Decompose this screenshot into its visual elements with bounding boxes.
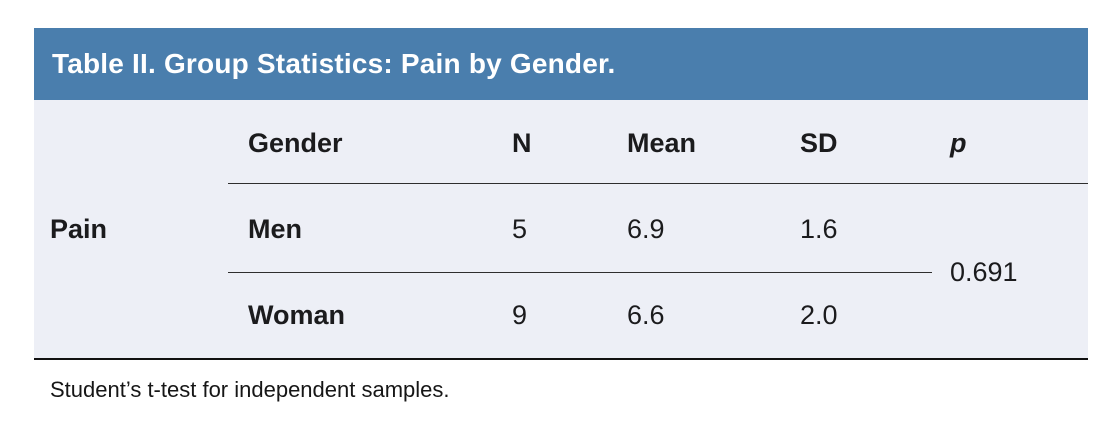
col-header-sd: SD <box>800 128 838 158</box>
row-men-mean: 6.9 <box>627 214 665 244</box>
row-woman-mean: 6.6 <box>627 300 665 330</box>
col-header-n: N <box>512 128 532 158</box>
p-value: 0.691 <box>950 257 1018 287</box>
table-title: Table II. Group Statistics: Pain by Gend… <box>52 48 616 79</box>
header-divider-rule <box>228 183 1088 184</box>
table-title-bar: Table II. Group Statistics: Pain by Gend… <box>34 28 1088 100</box>
col-header-p: p <box>950 128 967 158</box>
row-men-n: 5 <box>512 214 528 244</box>
stats-table-card: Table II. Group Statistics: Pain by Gend… <box>34 28 1088 405</box>
table-body: Gender N Mean SD p Pain Men 5 6.9 1.6 0.… <box>34 100 1088 360</box>
row-divider-rule <box>228 272 932 273</box>
table-footnote: Student’s t-test for independent samples… <box>50 377 450 402</box>
row-woman-label: Woman <box>248 300 346 330</box>
row-woman-n: 9 <box>512 300 528 330</box>
row-group-label-pain: Pain <box>50 214 108 244</box>
row-woman-sd: 2.0 <box>800 300 838 330</box>
col-header-mean: Mean <box>627 128 697 158</box>
row-men-sd: 1.6 <box>800 214 838 244</box>
col-header-gender: Gender <box>248 128 343 158</box>
row-men-label: Men <box>248 214 302 244</box>
